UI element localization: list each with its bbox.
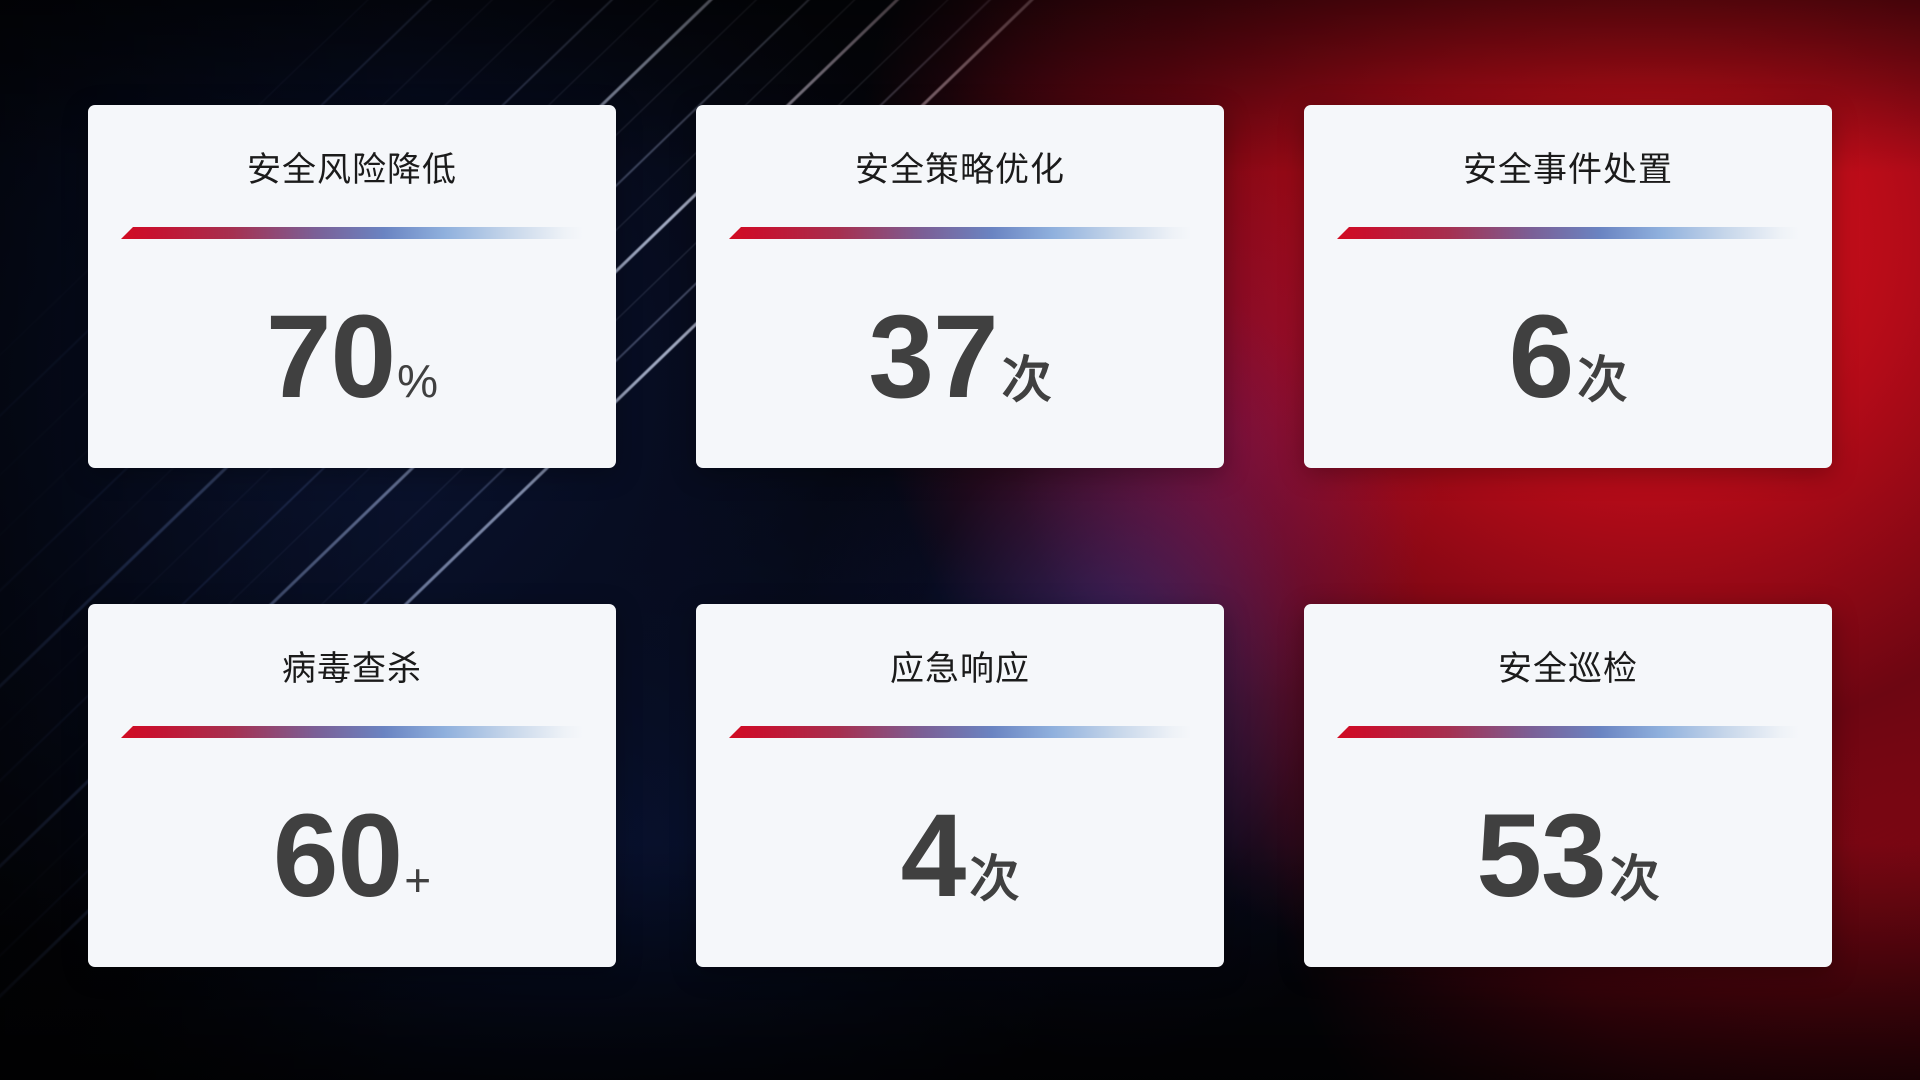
card-value-number: 60 (272, 790, 403, 922)
card-title: 安全风险降低 (247, 151, 457, 189)
card-value-number: 4 (900, 790, 967, 922)
card-value-suffix: 次 (1001, 352, 1052, 408)
card-value-suffix: + (404, 854, 432, 906)
card-divider (1337, 726, 1799, 738)
card-divider (121, 227, 583, 239)
card-title: 安全策略优化 (855, 151, 1065, 189)
card-title: 安全巡检 (1498, 650, 1638, 688)
card-divider (121, 726, 583, 738)
card-value-suffix: 次 (1609, 851, 1660, 907)
card-title: 应急响应 (890, 650, 1030, 688)
card-value: 53 次 (1476, 797, 1659, 915)
card-value-suffix: % (397, 355, 439, 407)
card-value-suffix: 次 (1577, 352, 1628, 408)
stat-card[interactable]: 安全策略优化 37 次 (696, 105, 1224, 468)
stat-card[interactable]: 病毒查杀 60 + (88, 604, 616, 967)
stat-card[interactable]: 应急响应 4 次 (696, 604, 1224, 967)
card-value-suffix: 次 (969, 851, 1020, 907)
card-value: 37 次 (868, 298, 1051, 416)
card-value-number: 37 (868, 291, 998, 423)
card-value: 70 % (266, 298, 438, 416)
stat-card[interactable]: 安全事件处置 6 次 (1304, 105, 1832, 468)
card-title: 病毒查杀 (282, 650, 422, 688)
stat-card[interactable]: 安全风险降低 70 % (88, 105, 616, 468)
card-divider (729, 726, 1191, 738)
card-value: 6 次 (1509, 298, 1628, 416)
card-value-number: 6 (1508, 291, 1575, 423)
card-divider (729, 227, 1191, 239)
stat-card[interactable]: 安全巡检 53 次 (1304, 604, 1832, 967)
card-divider (1337, 227, 1799, 239)
card-value-number: 53 (1476, 790, 1606, 922)
card-title: 安全事件处置 (1463, 151, 1673, 189)
card-value: 60 + (273, 797, 431, 915)
card-value-number: 70 (265, 291, 396, 423)
stat-card-grid: 安全风险降低 70 % 安全策略优化 37 次 安全事件处置 6 次 (88, 105, 1832, 967)
card-value: 4 次 (901, 797, 1020, 915)
